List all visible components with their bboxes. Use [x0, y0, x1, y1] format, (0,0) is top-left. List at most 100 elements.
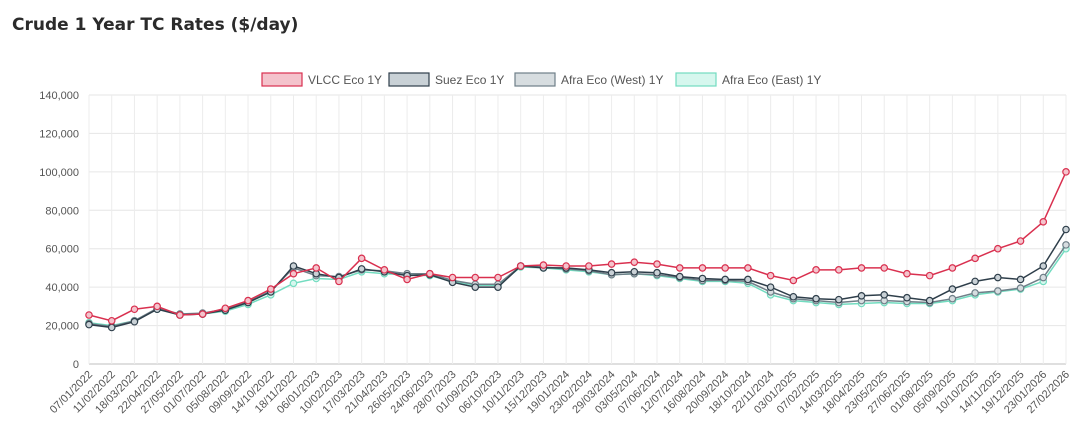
data-point[interactable] [630, 267, 639, 276]
data-point[interactable] [880, 291, 889, 299]
data-point[interactable] [948, 294, 957, 303]
data-point[interactable] [994, 273, 1002, 282]
data-point[interactable] [653, 268, 661, 277]
data-point[interactable] [857, 291, 866, 300]
data-point[interactable] [766, 271, 775, 280]
series-afra-eco-west-1y [85, 241, 1070, 331]
data-point[interactable] [857, 264, 866, 272]
data-point[interactable] [198, 310, 207, 318]
data-point[interactable] [1016, 237, 1025, 245]
series-line [88, 171, 1067, 322]
data-point[interactable] [1062, 168, 1070, 176]
y-axis: 0 20,000 40,000 60,000 80,000 100,000 120,000 1… [39, 90, 79, 371]
legend-swatch [675, 72, 717, 87]
data-point[interactable] [1039, 273, 1048, 282]
data-point[interactable] [812, 266, 820, 274]
data-point[interactable] [471, 273, 480, 282]
data-point[interactable] [244, 296, 252, 305]
legend-label: Afra Eco (West) 1Y [561, 73, 663, 87]
data-point[interactable] [925, 296, 934, 305]
data-point[interactable] [153, 302, 161, 311]
data-point[interactable] [494, 283, 502, 291]
series-suez-eco-1y [85, 225, 1070, 332]
data-point[interactable] [426, 269, 434, 278]
data-point[interactable] [834, 295, 843, 304]
data-point[interactable] [448, 273, 457, 282]
legend-item[interactable]: Suez Eco 1Y [388, 72, 504, 87]
data-point[interactable] [994, 287, 1002, 295]
data-point[interactable] [698, 274, 707, 283]
data-point[interactable] [266, 285, 275, 293]
data-point[interactable] [903, 269, 911, 278]
legend-item[interactable]: Afra Eco (West) 1Y [514, 72, 663, 87]
data-point[interactable] [675, 272, 684, 281]
data-point[interactable] [130, 305, 139, 314]
data-point[interactable] [516, 262, 525, 270]
data-point[interactable] [289, 262, 298, 270]
data-point[interactable] [289, 269, 298, 278]
y-tick-label: 20,000 [45, 321, 79, 333]
data-point[interactable] [675, 264, 684, 272]
data-point[interactable] [653, 260, 661, 268]
data-point[interactable] [721, 264, 729, 272]
data-point[interactable] [494, 273, 502, 282]
data-point[interactable] [221, 304, 230, 313]
data-point[interactable] [1039, 262, 1048, 270]
data-point[interactable] [130, 317, 139, 326]
data-point[interactable] [357, 265, 366, 273]
data-point[interactable] [698, 264, 707, 272]
data-point[interactable] [607, 260, 616, 268]
data-point[interactable] [357, 254, 366, 263]
data-point[interactable] [562, 262, 570, 270]
data-point[interactable] [380, 266, 389, 274]
y-tick-label: 100,000 [39, 167, 79, 179]
data-point[interactable] [1062, 241, 1070, 249]
y-tick-label: 120,000 [39, 128, 79, 140]
data-point[interactable] [903, 293, 911, 302]
data-point[interactable] [971, 289, 979, 297]
chart-series [85, 168, 1070, 332]
data-point[interactable] [85, 320, 93, 329]
data-point[interactable] [403, 275, 411, 284]
data-point[interactable] [630, 258, 639, 266]
data-point[interactable] [107, 323, 116, 332]
data-point[interactable] [744, 275, 752, 284]
data-point[interactable] [721, 275, 729, 284]
data-point[interactable] [1039, 218, 1048, 226]
chart-legend: VLCC Eco 1Y Suez Eco 1Y Afra Eco (West) 1Y… [261, 72, 821, 87]
data-point[interactable] [1062, 225, 1070, 234]
data-point[interactable] [789, 292, 798, 301]
legend-item[interactable]: Afra Eco (East) 1Y [675, 72, 821, 87]
data-point[interactable] [880, 264, 889, 272]
data-point[interactable] [948, 285, 957, 293]
legend-swatch [514, 72, 556, 87]
series-line [88, 229, 1067, 329]
data-point[interactable] [789, 276, 798, 285]
data-point[interactable] [971, 277, 979, 286]
y-tick-label: 40,000 [45, 282, 79, 294]
data-point[interactable] [994, 244, 1002, 253]
data-point[interactable] [107, 316, 116, 325]
data-point[interactable] [925, 271, 934, 280]
data-point[interactable] [85, 311, 93, 319]
data-point[interactable] [289, 279, 298, 288]
data-point[interactable] [948, 264, 957, 272]
legend-item[interactable]: VLCC Eco 1Y [261, 72, 382, 87]
legend-label: Afra Eco (East) 1Y [722, 73, 821, 87]
y-tick-label: 0 [73, 359, 79, 371]
data-point[interactable] [471, 283, 480, 291]
data-point[interactable] [766, 283, 775, 291]
data-point[interactable] [834, 266, 843, 274]
data-point[interactable] [1016, 284, 1025, 292]
data-point[interactable] [744, 264, 752, 272]
data-point[interactable] [176, 311, 184, 319]
data-point[interactable] [335, 277, 343, 286]
data-point[interactable] [971, 254, 979, 263]
data-point[interactable] [607, 268, 616, 277]
data-point[interactable] [585, 262, 593, 270]
legend-label: Suez Eco 1Y [435, 73, 504, 87]
data-point[interactable] [1016, 275, 1025, 284]
data-point[interactable] [312, 264, 321, 272]
data-point[interactable] [812, 294, 820, 303]
data-point[interactable] [539, 261, 548, 269]
